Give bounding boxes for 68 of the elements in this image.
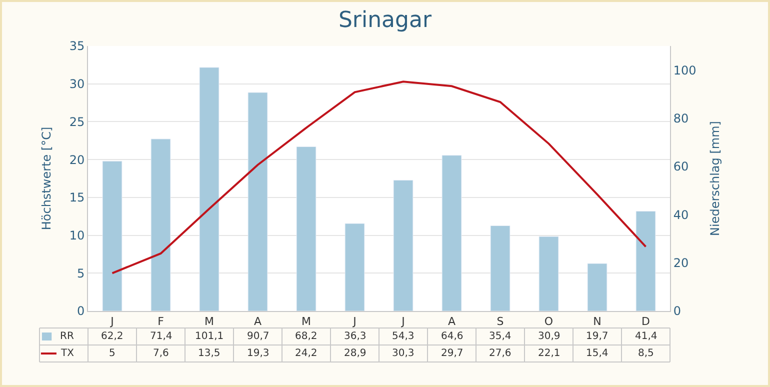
bar bbox=[587, 263, 608, 311]
legend-label: RR bbox=[60, 331, 74, 342]
y-tick-label: 30 bbox=[69, 77, 85, 92]
x-tick-label: J bbox=[110, 315, 114, 328]
bar bbox=[199, 67, 220, 311]
y-tick-label: 20 bbox=[69, 152, 85, 167]
data-label: 19,7 bbox=[586, 331, 608, 342]
data-label: 35,4 bbox=[489, 331, 512, 342]
x-tick-label: O bbox=[544, 315, 554, 328]
data-label: 90,7 bbox=[247, 331, 270, 342]
y-tick-label: 0 bbox=[76, 304, 85, 318]
legend-label: TX bbox=[60, 348, 74, 359]
bar bbox=[442, 155, 462, 311]
y-tick-label: 5 bbox=[76, 266, 85, 280]
bar bbox=[248, 92, 268, 311]
data-label: 13,5 bbox=[198, 348, 220, 359]
data-label: 28,9 bbox=[344, 348, 366, 359]
chart-title: Srinagar bbox=[338, 8, 432, 34]
data-label: 7,6 bbox=[153, 348, 169, 359]
data-label: 68,2 bbox=[295, 331, 318, 342]
y-tick-label: 35 bbox=[69, 39, 85, 54]
x-tick-label: F bbox=[158, 315, 164, 328]
x-tick-label: J bbox=[352, 315, 356, 328]
bar bbox=[490, 225, 510, 311]
x-tick-label: M bbox=[204, 315, 214, 328]
bar bbox=[636, 211, 656, 311]
data-label: 30,9 bbox=[538, 331, 560, 342]
bar bbox=[150, 138, 171, 311]
data-label: 15,4 bbox=[586, 348, 608, 359]
y2-tick-label: 100 bbox=[673, 63, 696, 78]
data-label: 41,4 bbox=[635, 331, 658, 342]
data-label: 54,3 bbox=[392, 331, 414, 342]
x-tick-label: A bbox=[448, 315, 456, 328]
bar bbox=[538, 236, 559, 311]
x-tick-label: S bbox=[496, 315, 504, 328]
y-axis-title: Höchstwerte [°C] bbox=[40, 126, 54, 230]
data-label: 29,7 bbox=[441, 348, 464, 359]
y2-axis-title: Niederschlag [mm] bbox=[708, 121, 722, 236]
y2-tick-label: 40 bbox=[673, 208, 689, 222]
data-label: 19,3 bbox=[247, 348, 270, 359]
y-tick-label: 15 bbox=[69, 190, 85, 205]
x-tick-label: D bbox=[642, 315, 650, 328]
y-tick-label: 25 bbox=[69, 114, 85, 129]
data-label: 5 bbox=[109, 348, 116, 359]
line-series bbox=[111, 80, 647, 274]
y2-tick-label: 20 bbox=[673, 256, 689, 270]
data-label: 64,6 bbox=[441, 331, 464, 342]
bar bbox=[296, 146, 316, 311]
data-label: 27,6 bbox=[489, 348, 512, 359]
x-tick-label: A bbox=[254, 315, 262, 328]
y-tick-label: 10 bbox=[69, 228, 85, 242]
y2-tick-label: 0 bbox=[673, 304, 682, 318]
data-label: 22,1 bbox=[538, 348, 560, 359]
bar bbox=[393, 180, 414, 311]
x-tick-label: N bbox=[593, 315, 602, 328]
x-tick-label: J bbox=[400, 315, 405, 328]
y2-tick-label: 80 bbox=[673, 111, 689, 126]
data-label: 71,4 bbox=[150, 331, 172, 342]
data-label: 30,3 bbox=[392, 348, 414, 359]
data-label: 24,2 bbox=[295, 348, 318, 359]
bar bbox=[102, 160, 122, 311]
data-label: 62,2 bbox=[101, 331, 124, 342]
data-label: 36,3 bbox=[344, 331, 366, 342]
data-label: 101,1 bbox=[195, 331, 224, 342]
bar bbox=[344, 223, 365, 311]
data-label: 8,5 bbox=[638, 348, 654, 359]
x-tick-label: M bbox=[302, 315, 311, 328]
y2-tick-label: 60 bbox=[673, 160, 689, 174]
